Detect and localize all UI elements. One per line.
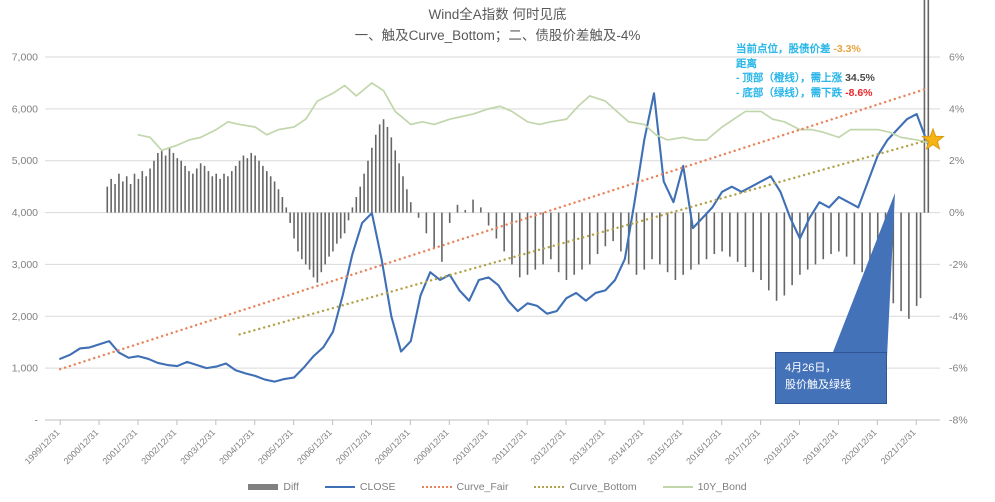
x-axis-tick-label: 2019/12/31 [801,427,840,466]
series-curve-fair [58,86,930,371]
x-axis-tick-label: 2020/12/31 [840,427,879,466]
annotation-current-label: 当前点位，股债价差 [736,43,831,55]
y-axis-right-tick: -2% [949,259,968,271]
y-axis-left-tick: 7,000 [12,52,38,64]
legend-swatch-10y-bond-icon [662,486,693,488]
y-axis-right-tick: -4% [949,311,968,323]
annotation-row-distance: 距离 [736,57,875,72]
x-axis-tick-label: 2003/12/31 [178,427,217,466]
callout-arrow [833,193,895,357]
legend-label-diff: Diff [283,481,299,493]
chart-legend: Diff CLOSE Curve_Fair Curve_Bottom 10Y_B… [0,481,995,493]
x-axis-tick-label: 2021/12/31 [879,427,918,466]
x-axis-tick-label: 2006/12/31 [295,427,334,466]
legend-swatch-curve-bottom-icon [534,486,565,488]
x-axis-tick-label: 2011/12/31 [490,427,528,465]
legend-swatch-diff-icon [248,484,279,490]
legend-item-close[interactable]: CLOSE [324,481,396,493]
legend-item-curve-bottom[interactable]: Curve_Bottom [534,481,637,493]
x-axis-tick-label: 2013/12/31 [567,427,606,466]
y-axis-right-tick: -6% [949,363,968,375]
annotation-top-label: - 顶部（橙线），需上涨 [736,72,843,84]
x-axis-tick-label: 2001/12/31 [100,427,139,466]
x-axis-tick-label: 2004/12/31 [217,427,256,466]
y-axis-right-tick: 0% [949,207,964,219]
x-axis-tick-label: 2015/12/31 [645,427,684,466]
x-axis-tick-label: 1999/12/31 [23,427,62,466]
x-axis-tick-label: 2002/12/31 [139,427,178,466]
annotation-row-current: 当前点位，股债价差 -3.3% [736,42,875,57]
annotation-row-top: - 顶部（橙线），需上涨 34.5% [736,71,875,86]
y-axis-left-tick: - [35,415,39,427]
legend-label-curve-fair: Curve_Fair [456,481,509,493]
y-axis-left-tick: 1,000 [12,363,38,375]
x-axis-tick-label: 2010/12/31 [451,427,490,466]
series-curve-bottom [238,138,930,336]
legend-item-curve-fair[interactable]: Curve_Fair [421,481,509,493]
y-axis-right-tick: -8% [949,415,968,427]
series-10y-bond [137,82,930,152]
callout-line-2: 股价触及绿线 [785,379,851,391]
y-axis-right-tick: 4% [949,103,964,115]
legend-label-10y-bond: 10Y_Bond [697,481,747,493]
x-axis-tick-label: 2017/12/31 [723,427,762,466]
legend-item-diff[interactable]: Diff [248,481,299,493]
series-close [59,92,930,383]
x-axis-tick-label: 2005/12/31 [256,427,295,466]
y-axis-left-tick: 3,000 [12,259,38,271]
x-axis-tick-label: 2009/12/31 [412,427,451,466]
x-axis-tick-label: 2012/12/31 [529,427,568,466]
annotation-row-bottom: - 底部（绿线），需下跌 -8.6% [736,86,875,101]
y-axis-left-tick: 2,000 [12,311,38,323]
callout-box: 4月26日， 股价触及绿线 [775,352,887,404]
legend-label-curve-bottom: Curve_Bottom [569,481,637,493]
y-axis-left-tick: 4,000 [12,207,38,219]
y-axis-left-tick: 5,000 [12,155,38,167]
annotation-top-value: 34.5% [845,72,875,84]
legend-swatch-curve-fair-icon [421,486,452,488]
y-axis-right-tick: 6% [949,52,964,64]
current-status-annotation: 当前点位，股债价差 -3.3% 距离 - 顶部（橙线），需上涨 34.5% - … [736,42,875,100]
x-axis-tick-label: 2014/12/31 [606,427,645,466]
legend-label-close: CLOSE [359,481,396,493]
x-axis-tick-label: 2016/12/31 [684,427,723,466]
x-axis-tick-label: 2018/12/31 [762,427,801,466]
y-axis-right-tick: 2% [949,155,964,167]
annotation-bottom-value: -8.6% [845,86,873,99]
callout-line-1: 4月26日， [785,362,837,374]
x-axis-tick-label: 2007/12/31 [334,427,373,466]
legend-swatch-close-icon [324,486,355,488]
x-axis-tick-label: 2000/12/31 [62,427,101,466]
star-marker [921,127,945,151]
y-axis-left-tick: 6,000 [12,103,38,115]
legend-item-10y-bond[interactable]: 10Y_Bond [662,481,747,493]
annotation-current-value: -3.3% [833,43,861,55]
annotation-bottom-label: - 底部（绿线），需下跌 [736,86,843,99]
annotation-distance-label: 距离 [736,57,757,70]
x-axis-tick-label: 2008/12/31 [373,427,412,466]
